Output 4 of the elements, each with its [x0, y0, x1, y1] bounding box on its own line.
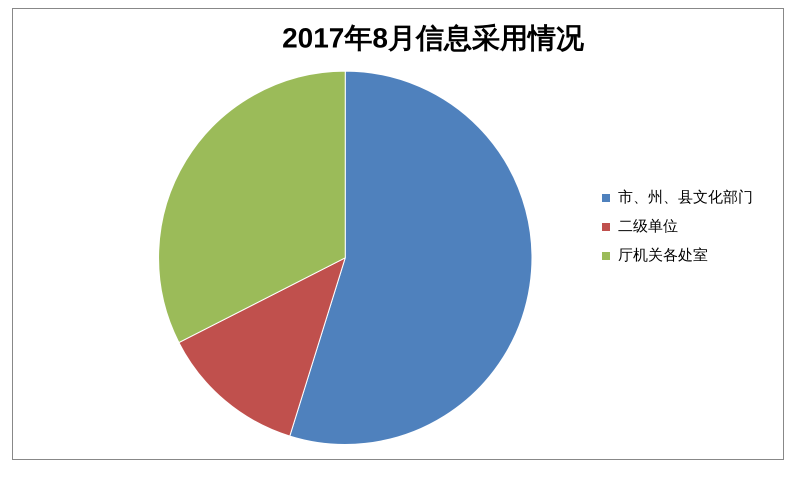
chart-title: 2017年8月信息采用情况: [282, 22, 585, 54]
legend-label: 厅机关各处室: [618, 246, 708, 264]
legend-label: 二级单位: [618, 216, 678, 235]
legend-label: 市、州、县文化部门: [618, 188, 753, 206]
